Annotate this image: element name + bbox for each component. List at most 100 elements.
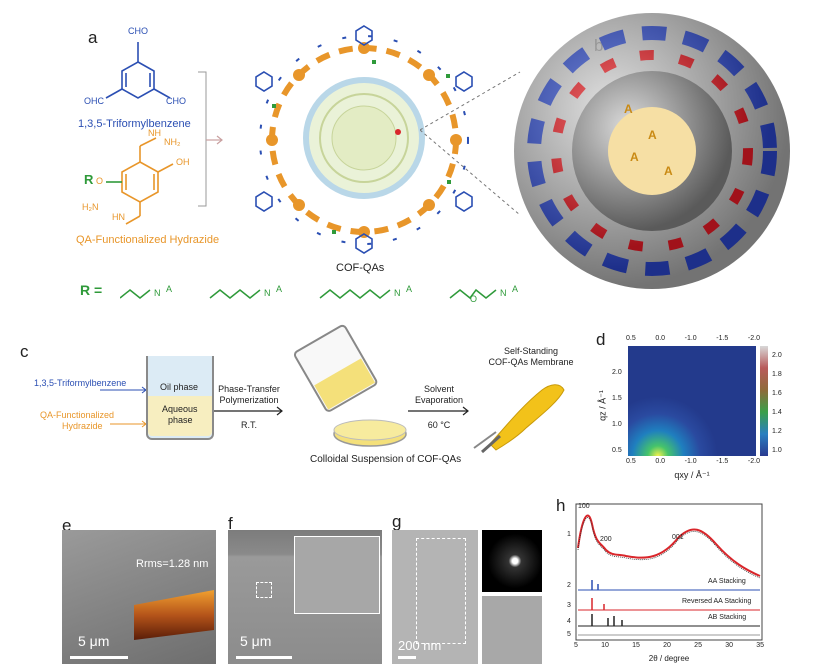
svg-text:N: N: [264, 288, 271, 298]
hydrazide-oh-label: OH: [176, 157, 190, 167]
oil-phase-label: Oil phase: [160, 382, 199, 392]
pxrd-xticks: 5 10 15 20 25 30 35: [574, 642, 764, 649]
scalebar-g: [398, 656, 416, 659]
cho-right-label: CHO: [166, 96, 186, 106]
peak-001-label: 001: [672, 534, 684, 541]
svg-text:O: O: [470, 294, 477, 304]
ab-stacking-label: AB Stacking: [708, 614, 747, 621]
colloid-caption: Colloidal Suspension of COF-QAs: [310, 454, 462, 465]
trace-number-3: 3: [567, 602, 571, 609]
scalebar-e-label: 5 μm: [78, 633, 110, 649]
hydrazide-structure: [106, 137, 174, 225]
reagent-2-label-line2: Hydrazide: [62, 421, 103, 431]
reversed-aa-label: Reversed AA Stacking: [682, 598, 752, 605]
step2-line1: Solvent: [423, 384, 455, 394]
trialdehyde-structure: [105, 42, 171, 99]
panel-d-label: d: [596, 330, 606, 349]
tem-zoom-box: [416, 538, 466, 644]
panel-e-label: e: [62, 516, 72, 535]
trialdehyde-name: 1,3,5-Triformylbenzene: [78, 118, 191, 130]
trace-number-2: 2: [567, 582, 571, 589]
tilted-beaker: [293, 324, 378, 412]
svg-text:A: A: [166, 284, 172, 294]
cof-qas-label: COF-QAs: [336, 262, 385, 274]
pxrd-plot: [575, 503, 763, 641]
membrane-label-line2: COF-QAs Membrane: [488, 357, 574, 367]
trace-number-5: 5: [567, 631, 571, 638]
panel-d-xlabel: qxy / Å⁻¹: [674, 470, 710, 480]
r-group-label: R: [84, 172, 94, 187]
step1-condition: R.T.: [240, 420, 257, 430]
sem-image-f: [228, 530, 382, 664]
step1-line1: Phase-Transfer: [218, 384, 280, 394]
colorbar-ticks: 2.0 1.8 1.6 1.4 1.2 1.0: [772, 352, 782, 454]
petri-dish: [333, 419, 407, 447]
cho-top-label: CHO: [128, 26, 148, 36]
step1-arrow: [214, 406, 283, 416]
scalebar-g-label: 200 nm: [398, 638, 442, 653]
panel-f-label: f: [228, 514, 233, 533]
membrane-image: [473, 384, 565, 454]
gixrd-pattern: [628, 346, 756, 456]
scalebar-f: [236, 656, 292, 659]
reaction-bracket: [198, 71, 223, 207]
reagent-2-label-line1: QA-Functionalized: [40, 410, 115, 420]
hydrazide-o-label: O: [96, 176, 104, 186]
peak-200-label: 200: [600, 536, 612, 543]
zoom-lines: [420, 71, 521, 216]
anion-label-3: A: [630, 150, 639, 164]
panel-g-label: g: [392, 512, 402, 531]
hydrazide-h2n-label: H₂N: [82, 202, 99, 212]
tem-image: [392, 530, 478, 664]
hydrazide-nh2-label: NH₂: [164, 137, 181, 147]
cho-left-label: OHC: [84, 96, 104, 106]
r-equals-label: R =: [80, 282, 103, 298]
scalebar-e: [70, 656, 128, 659]
panel-d-left-ticks: 2.0 1.5 1.0 0.5: [612, 369, 622, 454]
hrtem-image: [482, 596, 542, 664]
aqueous-phase-line2: phase: [168, 415, 193, 425]
anion-label-1: A: [624, 102, 633, 116]
aa-stacking-label: AA Stacking: [708, 578, 746, 585]
panel-d-top-ticks: 0.5 0.0 -1.0 -1.5 -2.0: [626, 335, 760, 342]
svg-text:N: N: [154, 288, 161, 298]
svg-text:N: N: [394, 288, 401, 298]
rms-label: Rrms=1.28 nm: [136, 558, 209, 570]
svg-text:A: A: [512, 284, 518, 294]
anion-label-4: A: [664, 164, 673, 178]
step2-line2: Evaporation: [414, 395, 464, 405]
anion-label-2: A: [648, 128, 657, 142]
panel-a-label: a: [88, 28, 98, 47]
trace-number-1: 1: [567, 531, 571, 538]
hydrazide-hn-label: HN: [112, 212, 125, 222]
afm-inset: [134, 590, 214, 640]
cof-ring-structure: [255, 25, 473, 254]
step2-arrow: [408, 406, 469, 416]
svg-text:A: A: [276, 284, 282, 294]
space-filling-model: [514, 13, 790, 289]
panel-h-label: h: [556, 496, 566, 515]
panel-c-label: c: [20, 342, 29, 361]
colorbar: [760, 346, 768, 456]
panel-d-bottom-ticks: 0.5 0.0 -1.0 -1.5 -2.0: [626, 458, 760, 465]
pxrd-xlabel: 2θ / degree: [648, 654, 690, 663]
step2-condition: 60 °C: [427, 420, 451, 430]
saed-pattern: [482, 530, 542, 592]
step1-line2: Polymerization: [219, 395, 279, 405]
reagent-1-label: 1,3,5-Triformylbenzene: [34, 378, 127, 388]
scalebar-f-label: 5 μm: [240, 633, 272, 649]
trace-number-4: 4: [567, 618, 571, 625]
sem-image-e: [62, 530, 216, 664]
sem-inset: [294, 536, 380, 614]
panel-d-ylabel: qz / Å⁻¹: [597, 390, 608, 421]
hydrazide-name: QA-Functionalized Hydrazide: [76, 234, 220, 246]
svg-text:N: N: [500, 288, 507, 298]
membrane-label-line1: Self-Standing: [503, 346, 559, 356]
zoom-box: [256, 582, 272, 598]
hydrazide-nh-label: NH: [148, 128, 161, 138]
biphasic-beaker: [146, 356, 214, 440]
peak-100-label: 100: [578, 503, 590, 510]
svg-text:A: A: [406, 284, 412, 294]
aqueous-phase-line1: Aqueous: [162, 404, 198, 414]
